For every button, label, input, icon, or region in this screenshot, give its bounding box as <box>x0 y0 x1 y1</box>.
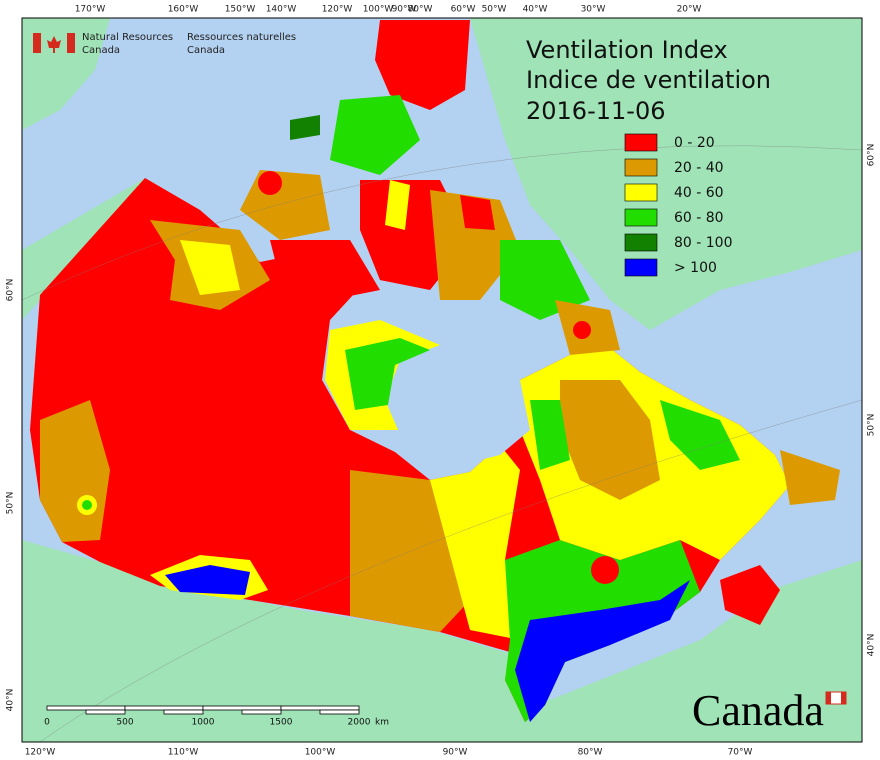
legend-label: 0 - 20 <box>674 135 715 151</box>
agency-fr-line2: Canada <box>187 45 225 56</box>
graticule-top: 60°W <box>451 5 476 15</box>
graticule-left: 60°N <box>6 279 16 302</box>
graticule-top: 30°W <box>581 5 606 15</box>
graticule-left: 50°N <box>6 492 16 515</box>
graticule-labels: 170°W 160°W 150°W 140°W 120°W 100°W90°W80°W 60… <box>6 5 877 758</box>
title-fr: Indice de ventilation <box>526 66 771 94</box>
scale-segment <box>124 705 204 711</box>
graticule-right: 40°N <box>867 634 877 657</box>
legend-swatch <box>624 208 658 227</box>
scale-segment <box>319 709 360 715</box>
graticule-bottom: 70°W <box>728 748 753 758</box>
scale-label: 1500 <box>270 718 293 728</box>
scale-segment <box>202 705 282 711</box>
scale-label: 2000 <box>348 718 371 728</box>
graticule-top: 100°W <box>363 5 394 15</box>
scale-segment <box>85 709 126 715</box>
scale-bar: 0 500 1000 1500 2000 km <box>44 705 389 728</box>
graticule-top: 90°W <box>392 5 417 15</box>
scale-segment <box>163 709 204 715</box>
title-en: Ventilation Index <box>526 36 728 64</box>
graticule-bottom: 120°W <box>25 748 56 758</box>
legend-label: 20 - 40 <box>674 160 724 176</box>
scale-label: 1000 <box>192 718 215 728</box>
scale-segment <box>46 705 126 711</box>
graticule-right: 50°N <box>867 414 877 437</box>
legend-swatch <box>624 183 658 202</box>
legend-swatch <box>624 158 658 177</box>
legend-label: 80 - 100 <box>674 235 733 251</box>
graticule-bottom: 100°W <box>305 748 336 758</box>
map-frame <box>21 17 863 743</box>
graticule-right: 60°N <box>867 144 877 167</box>
legend-swatch <box>624 233 658 252</box>
title-date: 2016-11-06 <box>526 97 665 125</box>
agency-en-line1: Natural Resources <box>82 32 173 43</box>
graticule-top: 80°W <box>408 5 433 15</box>
graticule-top: 50°W <box>482 5 507 15</box>
graticule-top: 160°W <box>168 5 199 15</box>
agency-en-line2: Canada <box>82 45 120 56</box>
graticule-top: 150°W <box>225 5 256 15</box>
legend: 0 - 20 20 - 40 40 - 60 60 - 80 80 - 100 > 100 <box>624 133 733 277</box>
scale-unit: km <box>375 718 389 728</box>
graticule-bottom: 80°W <box>578 748 603 758</box>
scale-label: 500 <box>116 718 133 728</box>
legend-label: 60 - 80 <box>674 210 724 226</box>
graticule-left: 40°N <box>6 689 16 712</box>
graticule-top: 170°W <box>75 5 106 15</box>
graticule-bottom: 90°W <box>443 748 468 758</box>
graticule-top: 140°W <box>266 5 297 15</box>
legend-swatch <box>624 258 658 277</box>
graticule-top: 120°W <box>322 5 353 15</box>
scale-segment <box>241 709 282 715</box>
wordmark: Canada <box>692 686 847 735</box>
legend-swatch <box>624 133 658 152</box>
legend-label: 40 - 60 <box>674 185 724 201</box>
graticule-bottom: 110°W <box>168 748 199 758</box>
agency-signature: Natural Resources Canada Ressources natu… <box>33 32 296 56</box>
graticule-top: 40°W <box>523 5 548 15</box>
legend-label: > 100 <box>674 260 717 276</box>
agency-fr-line1: Ressources naturelles <box>187 32 296 43</box>
scale-segment <box>280 705 360 711</box>
wordmark-text: Canada <box>692 686 824 735</box>
scale-label: 0 <box>44 718 50 728</box>
graticule-top: 20°W <box>677 5 702 15</box>
